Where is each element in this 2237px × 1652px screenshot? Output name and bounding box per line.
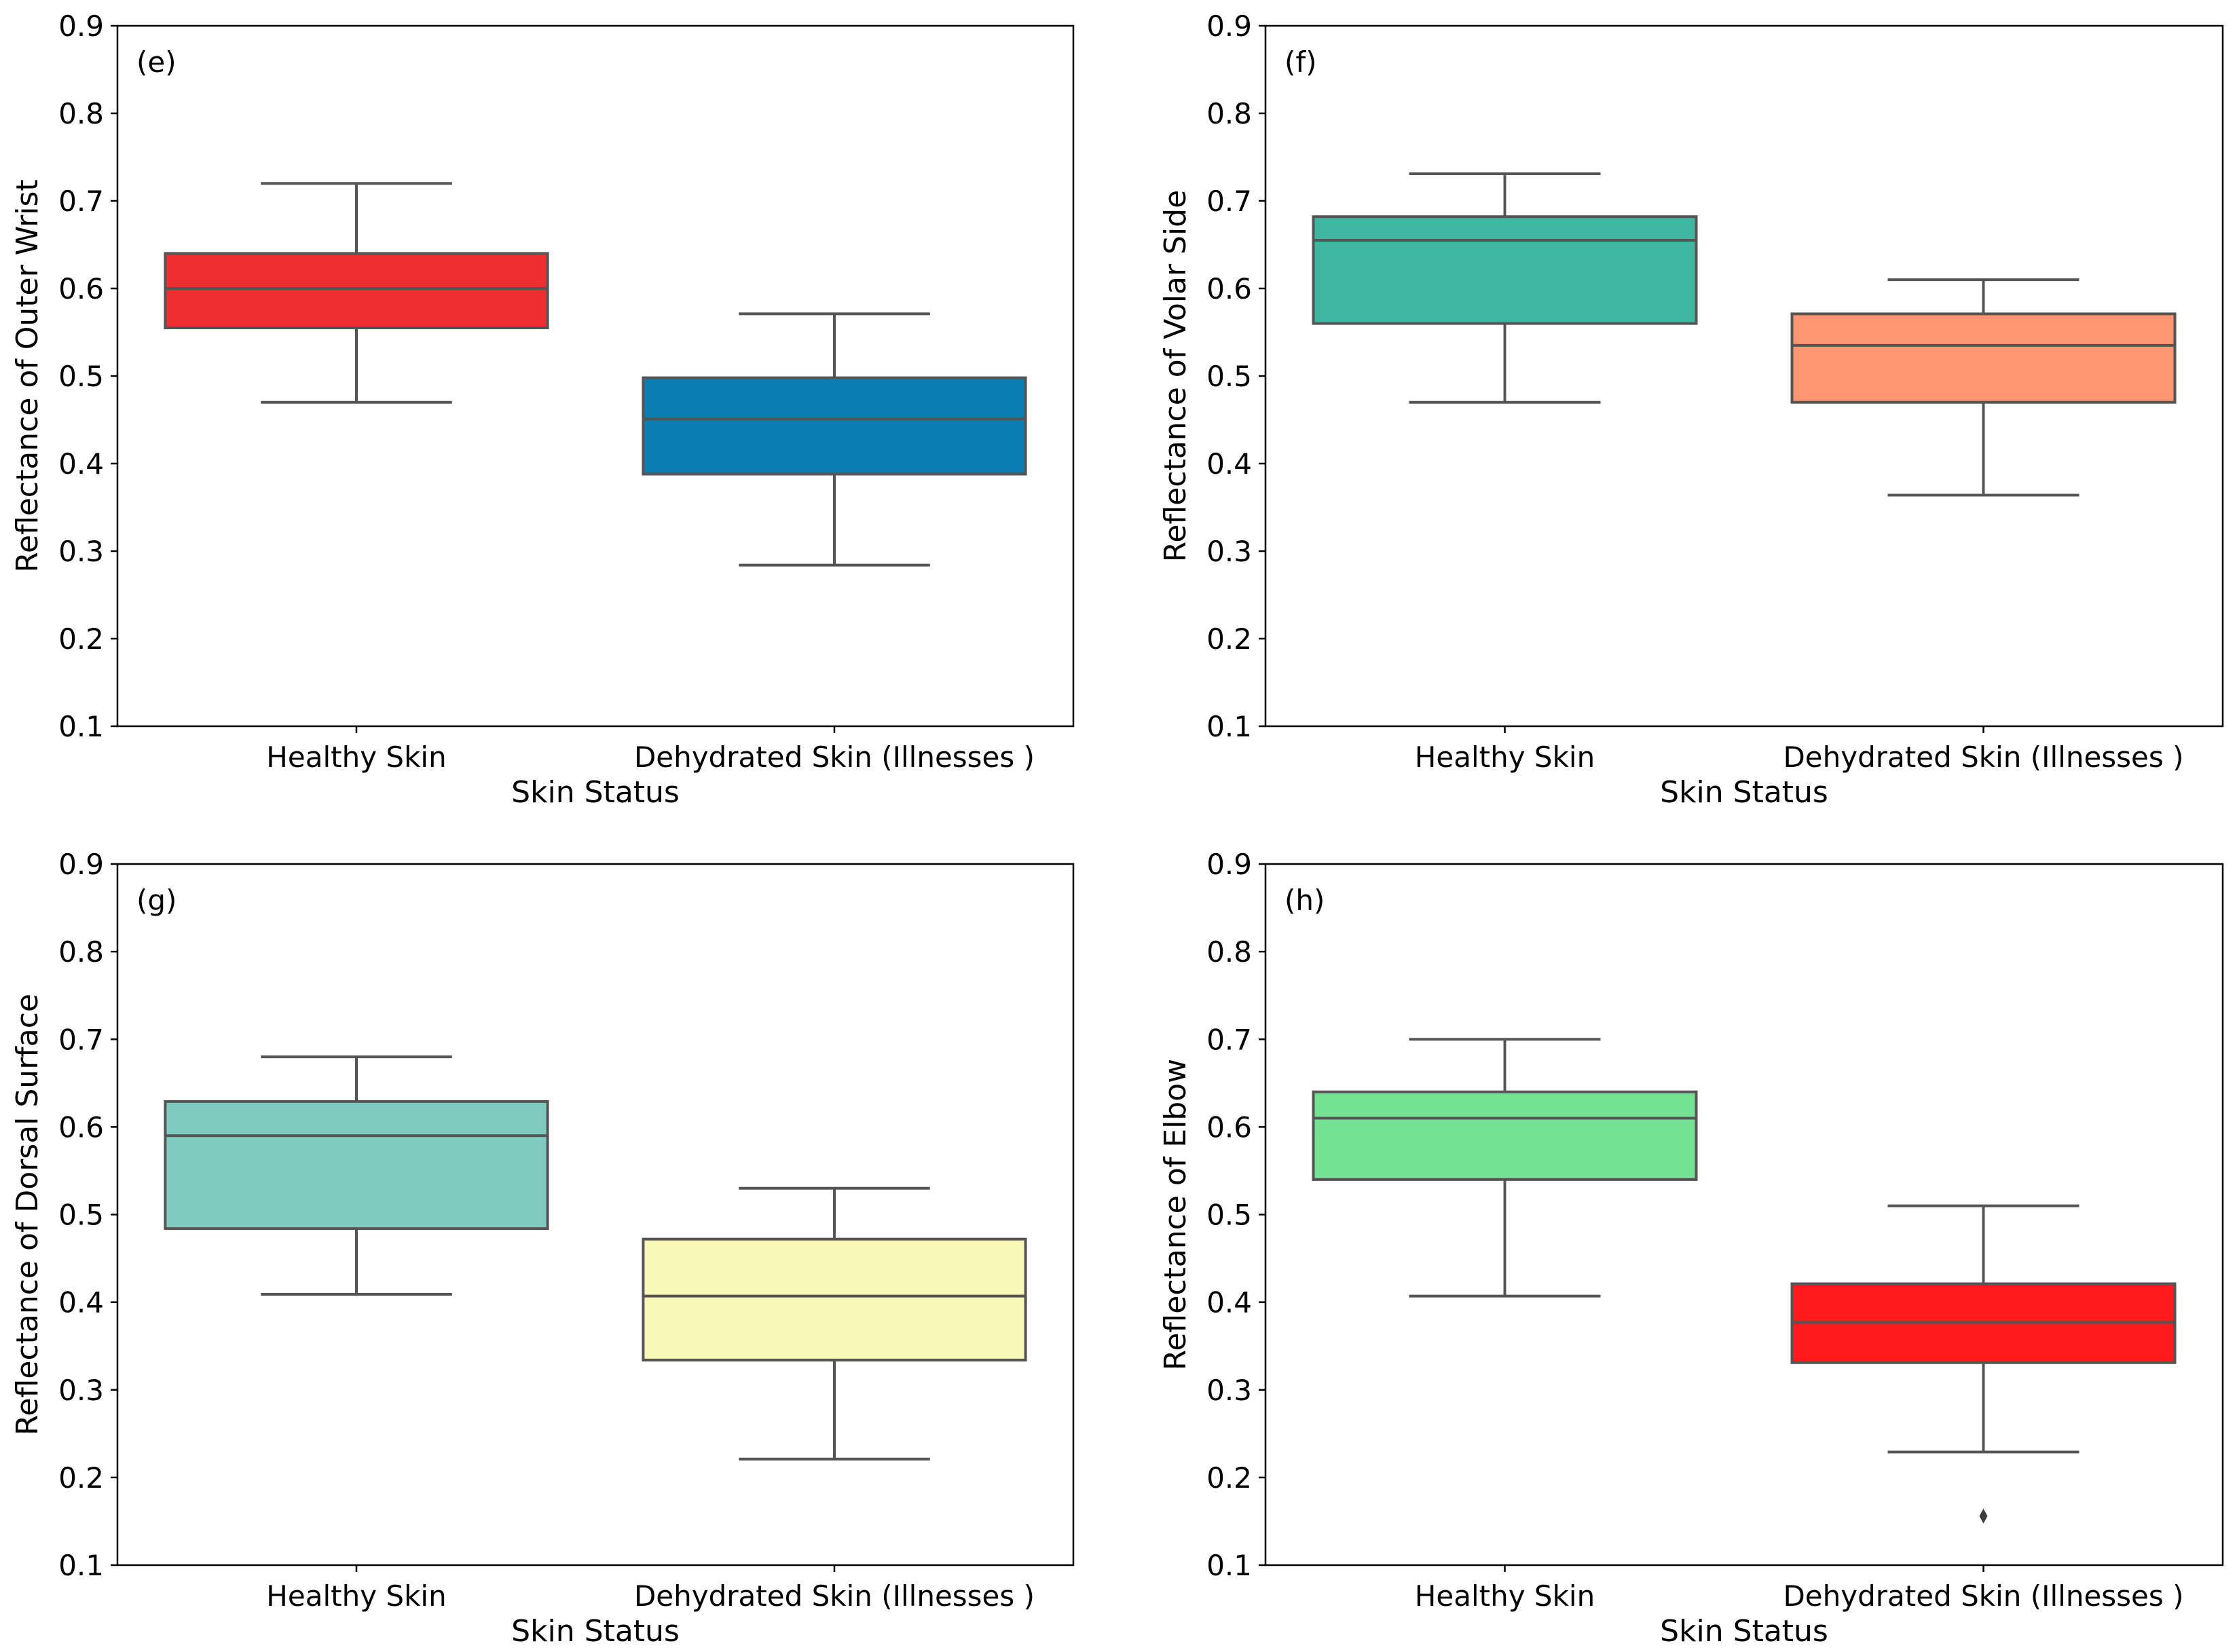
y-tick-label: 0.6 <box>58 272 104 305</box>
iqr-box <box>642 376 1027 476</box>
y-tick-label: 0.1 <box>58 710 104 743</box>
box-group <box>642 1186 1027 1461</box>
chart-panel: 0.1 0.2 0.3 0.4 0.5 0.6 0.7 0.8 0.9 Healthy Skin D… <box>1158 848 2224 1649</box>
x-axis-label: Skin Status <box>511 1614 680 1649</box>
y-tick-label: 0.1 <box>58 1549 104 1582</box>
plot-frame <box>116 24 1075 728</box>
y-tick-label: 0.2 <box>1206 622 1252 656</box>
y-tick-label: 0.4 <box>1206 1286 1252 1319</box>
y-tick-label: 0.5 <box>58 1199 104 1232</box>
y-axis-label: Reflectance of Elbow <box>1158 1059 1193 1370</box>
y-tick-label: 0.8 <box>1206 935 1252 969</box>
y-tick-label: 0.2 <box>58 622 104 656</box>
iqr-box <box>164 252 549 330</box>
y-tick-label: 0.2 <box>1206 1461 1252 1495</box>
x-axis-label: Skin Status <box>1660 775 1828 810</box>
y-tick-label: 0.9 <box>1206 10 1252 43</box>
iqr-box <box>1790 312 2177 404</box>
y-tick-label: 0.6 <box>58 1110 104 1144</box>
y-tick-label: 0.8 <box>58 935 104 969</box>
y-axis-label: Reflectance of Volar Side <box>1158 190 1193 562</box>
y-tick-label: 0.5 <box>58 360 104 393</box>
y-tick-label: 0.3 <box>1206 1374 1252 1407</box>
iqr-box <box>164 1100 549 1231</box>
y-tick-label: 0.5 <box>1206 1199 1252 1232</box>
y-axis-label: Reflectance of Outer Wrist <box>10 179 45 572</box>
y-tick-label: 0.9 <box>58 10 104 43</box>
y-tick-label: 0.3 <box>58 535 104 568</box>
y-tick-label: 0.1 <box>1206 1549 1252 1582</box>
y-tick-label: 0.4 <box>58 1286 104 1319</box>
iqr-box <box>1312 215 1698 325</box>
y-tick-label: 0.6 <box>1206 1110 1252 1144</box>
chart-panel: 0.1 0.2 0.3 0.4 0.5 0.6 0.7 0.8 0.9 Healthy Skin D… <box>1158 10 2224 810</box>
box-group <box>642 312 1027 567</box>
x-tick-label: Healthy Skin <box>266 740 446 774</box>
y-tick-label: 0.8 <box>58 97 104 130</box>
x-tick-label: Healthy Skin <box>266 1579 446 1613</box>
x-axis-label: Skin Status <box>511 775 680 810</box>
y-tick-label: 0.3 <box>1206 535 1252 568</box>
x-tick-label: Healthy Skin <box>1415 740 1595 774</box>
x-tick-label: Dehydrated Skin (Illnesses ) <box>634 740 1035 774</box>
y-tick-label: 0.1 <box>1206 710 1252 743</box>
panel-label: (f) <box>1284 45 1317 79</box>
box-group <box>1790 1204 2177 1524</box>
panel-label: (e) <box>136 45 177 79</box>
iqr-box <box>642 1237 1027 1362</box>
y-tick-label: 0.7 <box>58 1023 104 1056</box>
panel-label: (h) <box>1284 884 1325 917</box>
y-tick-label: 0.5 <box>1206 360 1252 393</box>
x-axis-label: Skin Status <box>1660 1614 1828 1649</box>
outlier-point <box>1979 1508 1988 1524</box>
box-group <box>164 1055 549 1296</box>
y-tick-label: 0.6 <box>1206 272 1252 305</box>
x-tick-label: Dehydrated Skin (Illnesses ) <box>634 1579 1035 1613</box>
x-tick-label: Healthy Skin <box>1415 1579 1595 1613</box>
y-tick-label: 0.7 <box>58 185 104 218</box>
chart-panel: 0.1 0.2 0.3 0.4 0.5 0.6 0.7 0.8 0.9 Healthy Skin D… <box>10 848 1075 1649</box>
iqr-box <box>1312 1090 1698 1181</box>
y-tick-label: 0.7 <box>1206 185 1252 218</box>
box-group <box>164 182 549 404</box>
y-tick-label: 0.9 <box>58 848 104 881</box>
y-tick-label: 0.7 <box>1206 1023 1252 1056</box>
chart-panel: 0.1 0.2 0.3 0.4 0.5 0.6 0.7 0.8 0.9 Healthy Skin D… <box>10 10 1075 810</box>
y-tick-label: 0.8 <box>1206 97 1252 130</box>
plot-frame <box>1264 863 2224 1566</box>
panel-label: (g) <box>136 884 177 917</box>
x-tick-label: Dehydrated Skin (Illnesses ) <box>1783 740 2183 774</box>
y-tick-label: 0.2 <box>58 1461 104 1495</box>
box-group <box>1312 172 1698 404</box>
y-tick-label: 0.9 <box>1206 848 1252 881</box>
y-tick-label: 0.3 <box>58 1374 104 1407</box>
y-axis-label: Reflectance of Dorsal Surface <box>10 994 45 1435</box>
box-group <box>1312 1038 1698 1298</box>
y-tick-label: 0.4 <box>1206 447 1252 481</box>
box-group <box>1790 278 2177 497</box>
y-tick-label: 0.4 <box>58 447 104 481</box>
x-tick-label: Dehydrated Skin (Illnesses ) <box>1783 1579 2183 1613</box>
